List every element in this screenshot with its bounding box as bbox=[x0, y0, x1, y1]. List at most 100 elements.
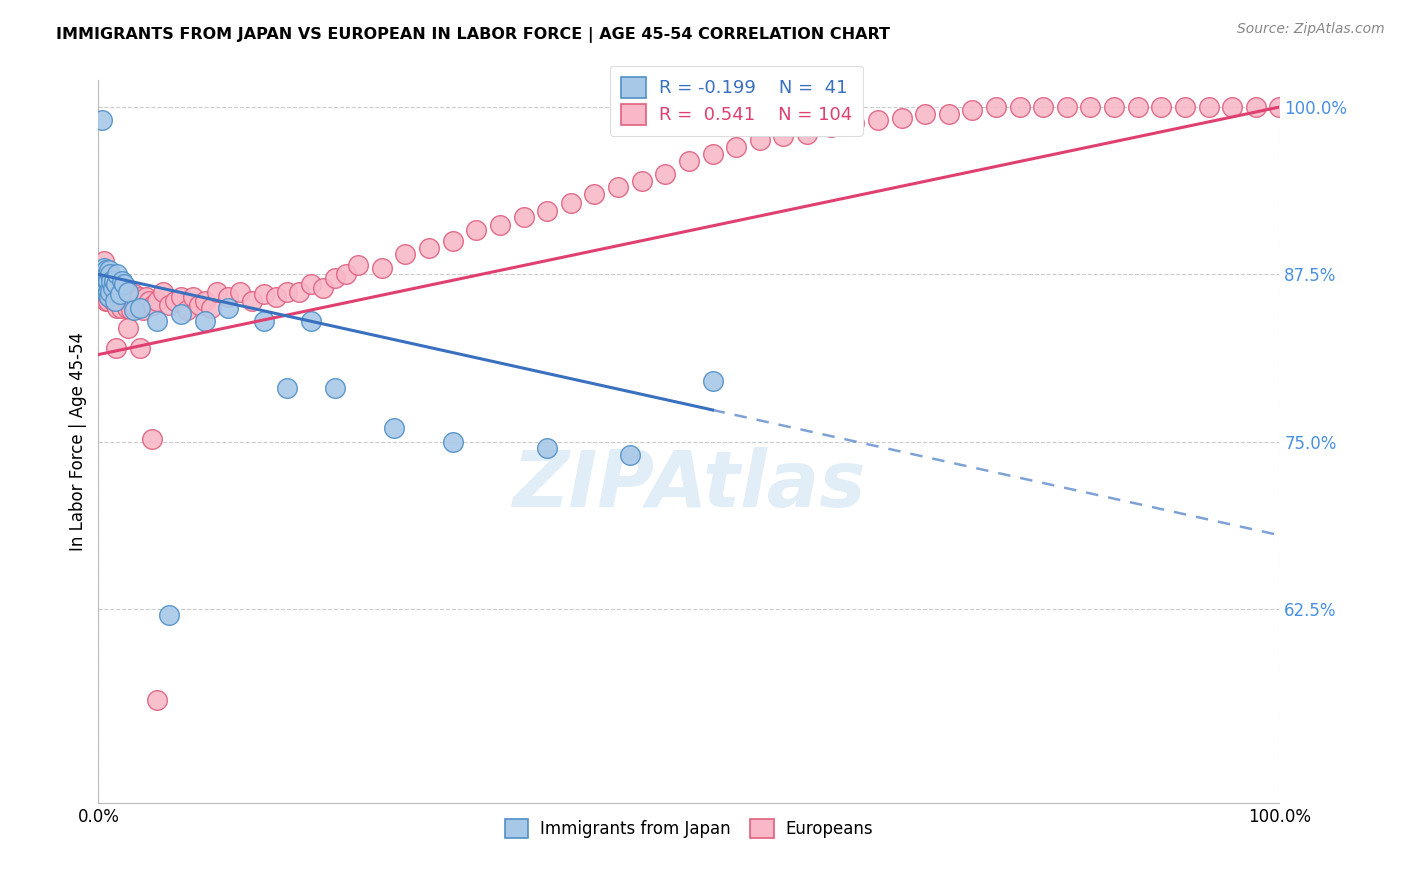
Point bbox=[371, 260, 394, 275]
Point bbox=[1268, 100, 1291, 114]
Point bbox=[91, 263, 114, 277]
Point bbox=[98, 277, 121, 291]
Point bbox=[217, 301, 239, 315]
Point bbox=[91, 274, 114, 288]
Text: Source: ZipAtlas.com: Source: ZipAtlas.com bbox=[1237, 22, 1385, 37]
Point bbox=[560, 196, 582, 211]
Point bbox=[194, 314, 217, 328]
Point bbox=[844, 116, 866, 130]
Point bbox=[962, 103, 984, 117]
Point bbox=[132, 303, 155, 318]
Point bbox=[138, 294, 160, 309]
Point bbox=[418, 241, 440, 255]
Point bbox=[1126, 100, 1149, 114]
Point bbox=[157, 298, 180, 312]
Point bbox=[1102, 100, 1125, 114]
Point bbox=[441, 234, 464, 248]
Point bbox=[820, 120, 842, 135]
Point bbox=[93, 260, 115, 275]
Point bbox=[105, 341, 128, 355]
Point bbox=[146, 692, 169, 706]
Point bbox=[105, 294, 128, 309]
Point bbox=[938, 107, 960, 121]
Point bbox=[678, 153, 700, 168]
Point bbox=[796, 127, 818, 141]
Point bbox=[984, 100, 1007, 114]
Point bbox=[1198, 100, 1220, 114]
Point bbox=[128, 301, 150, 315]
Point bbox=[394, 247, 416, 261]
Point bbox=[748, 134, 770, 148]
Point bbox=[112, 277, 135, 291]
Point bbox=[607, 180, 630, 194]
Point bbox=[98, 285, 121, 299]
Point bbox=[98, 285, 121, 299]
Point bbox=[96, 274, 118, 288]
Point bbox=[94, 263, 117, 277]
Point bbox=[170, 308, 193, 322]
Point bbox=[108, 287, 131, 301]
Point bbox=[512, 210, 534, 224]
Point bbox=[347, 258, 370, 272]
Point bbox=[619, 448, 641, 462]
Point bbox=[299, 314, 322, 328]
Point bbox=[583, 187, 606, 202]
Point bbox=[100, 281, 122, 295]
Point bbox=[1220, 100, 1243, 114]
Point bbox=[104, 290, 127, 304]
Point bbox=[98, 271, 121, 285]
Point bbox=[288, 285, 311, 299]
Point bbox=[93, 274, 115, 288]
Point bbox=[118, 294, 141, 309]
Point bbox=[125, 301, 148, 315]
Point bbox=[441, 434, 464, 449]
Point bbox=[536, 204, 558, 219]
Point bbox=[96, 274, 118, 288]
Point bbox=[105, 277, 128, 291]
Point bbox=[94, 281, 117, 295]
Point bbox=[152, 285, 174, 299]
Point bbox=[205, 285, 228, 299]
Point bbox=[146, 314, 169, 328]
Point bbox=[101, 294, 124, 309]
Point bbox=[187, 298, 209, 312]
Point bbox=[465, 223, 488, 237]
Point bbox=[914, 107, 936, 121]
Point bbox=[890, 111, 912, 125]
Point bbox=[489, 218, 512, 232]
Point bbox=[122, 287, 145, 301]
Point bbox=[111, 274, 134, 288]
Point bbox=[253, 287, 276, 301]
Point bbox=[97, 285, 120, 299]
Point bbox=[276, 381, 298, 395]
Point bbox=[194, 294, 217, 309]
Point bbox=[299, 277, 322, 291]
Point bbox=[1080, 100, 1102, 114]
Point bbox=[94, 294, 117, 309]
Point bbox=[128, 341, 150, 355]
Point bbox=[103, 274, 125, 288]
Point bbox=[128, 290, 150, 304]
Point bbox=[94, 268, 117, 282]
Point bbox=[1032, 100, 1054, 114]
Legend: Immigrants from Japan, Europeans: Immigrants from Japan, Europeans bbox=[498, 813, 880, 845]
Point bbox=[97, 274, 120, 288]
Point bbox=[181, 290, 204, 304]
Point bbox=[103, 285, 125, 299]
Point bbox=[105, 268, 128, 282]
Point bbox=[101, 281, 124, 295]
Text: ZIPAtlas: ZIPAtlas bbox=[512, 447, 866, 523]
Point bbox=[97, 281, 120, 295]
Point bbox=[702, 375, 724, 389]
Point bbox=[96, 268, 118, 282]
Point bbox=[312, 281, 335, 295]
Point bbox=[100, 290, 122, 304]
Point bbox=[97, 294, 120, 309]
Point bbox=[1174, 100, 1197, 114]
Point bbox=[107, 290, 129, 304]
Point bbox=[135, 290, 157, 304]
Point bbox=[111, 290, 134, 304]
Point bbox=[536, 442, 558, 456]
Point bbox=[335, 268, 357, 282]
Point bbox=[146, 294, 169, 309]
